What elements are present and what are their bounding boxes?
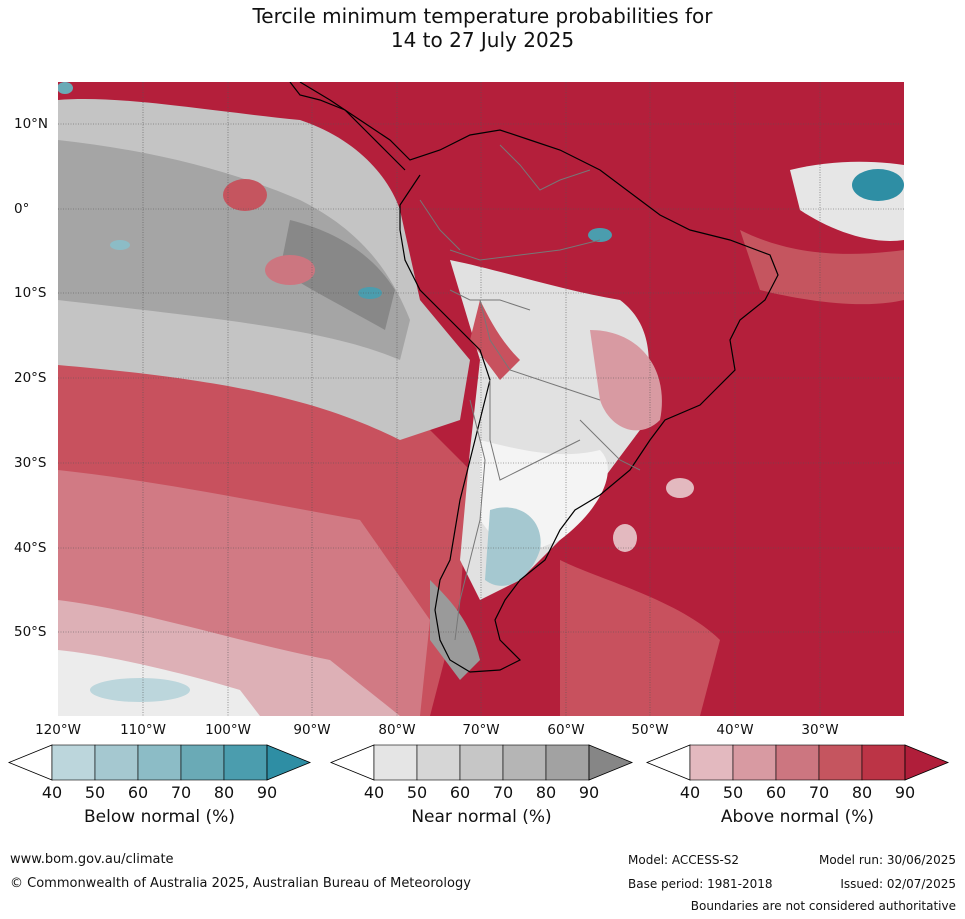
- above-colorbar-tick: 60: [765, 783, 787, 802]
- above-colorbar-segment: [818, 744, 863, 781]
- near-colorbar-segment: [459, 744, 504, 781]
- below-colorbar-segment: [137, 744, 182, 781]
- near-colorbar-tick: 60: [449, 783, 471, 802]
- equatorial-pacific-near-normal-strong: [58, 140, 410, 360]
- above-colorbar-min-arrow: [645, 744, 691, 781]
- atlantic-light-blob: [666, 478, 694, 498]
- base-period: Base period: 1981-2018: [628, 877, 773, 891]
- pacific-warm-blob-1: [223, 179, 267, 211]
- copyright-text: © Commonwealth of Australia 2025, Austra…: [10, 876, 471, 891]
- amazon-mouth-cool-blob: [588, 228, 612, 242]
- boundaries-disclaimer: Boundaries are not considered authoritat…: [690, 899, 956, 913]
- pacific-cool-blob-3: [58, 82, 73, 94]
- patagonia-below-normal: [485, 507, 541, 586]
- longitude-label: 120°W: [35, 722, 81, 738]
- below-colorbar-tick: 90: [256, 783, 278, 802]
- longitude-label: 30°W: [801, 722, 839, 738]
- longitude-label: 40°W: [716, 722, 754, 738]
- below-colorbar: [7, 744, 312, 781]
- pacific-cool-blob-1: [110, 240, 130, 250]
- atlantic-light-blob-2: [613, 524, 637, 552]
- model-run-date: Model run: 30/06/2025: [818, 853, 956, 867]
- above-colorbar-segment: [732, 744, 777, 781]
- equatorial-atlantic-warm: [740, 230, 904, 305]
- pacific-warm-blob-2: [265, 255, 315, 285]
- latitude-label: 10°N: [14, 116, 49, 132]
- below-colorbar-tick: 70: [170, 783, 192, 802]
- above-colorbar-tick: 90: [894, 783, 916, 802]
- below-colorbar-title: Below normal (%): [84, 807, 235, 827]
- title-line-2: 14 to 27 July 2025: [390, 28, 575, 52]
- below-colorbar-tick: 60: [127, 783, 149, 802]
- latitude-label: 50°S: [14, 624, 47, 640]
- longitude-label: 90°W: [293, 722, 331, 738]
- south-america-coastline: [299, 82, 779, 673]
- below-colorbar-min-arrow: [7, 744, 53, 781]
- atlantic-below-normal-patch: [852, 169, 904, 201]
- latitude-label: 10°S: [14, 285, 47, 301]
- south-atlantic-warm-region: [560, 560, 720, 716]
- longitude-label: 100°W: [205, 722, 251, 738]
- near-colorbar-tick: 90: [578, 783, 600, 802]
- near-colorbar-tick: 80: [535, 783, 557, 802]
- title-line-1: Tercile minimum temperature probabilitie…: [252, 4, 713, 28]
- southern-below-normal-patch: [90, 678, 190, 702]
- above-colorbar: [645, 744, 950, 781]
- near-colorbar-segment: [373, 744, 418, 781]
- central-america-coastline: [289, 82, 406, 171]
- longitude-label: 70°W: [462, 722, 500, 738]
- above-colorbar-segment: [861, 744, 906, 781]
- latitude-label: 20°S: [14, 370, 47, 386]
- below-colorbar-segment: [180, 744, 225, 781]
- above-colorbar-tick: 70: [808, 783, 830, 802]
- pacific-cool-blob-2: [358, 287, 382, 299]
- near-colorbar-min-arrow: [329, 744, 375, 781]
- longitude-label: 110°W: [120, 722, 166, 738]
- country-boundaries: [419, 144, 641, 641]
- above-colorbar-tick: 50: [722, 783, 744, 802]
- brazil-moderate-warm: [590, 330, 662, 431]
- longitude-label: 50°W: [631, 722, 669, 738]
- above-colorbar-segment: [775, 744, 820, 781]
- below-colorbar-tick: 50: [84, 783, 106, 802]
- below-colorbar-segment: [94, 744, 139, 781]
- graticule: [58, 82, 904, 716]
- near-colorbar-max-arrow: [588, 744, 634, 781]
- above-colorbar-tick: 80: [851, 783, 873, 802]
- below-colorbar-tick: 40: [41, 783, 63, 802]
- map-title: Tercile minimum temperature probabilitie…: [0, 4, 965, 52]
- near-colorbar-tick: 50: [406, 783, 428, 802]
- bolivia-warm-strip: [470, 300, 520, 380]
- below-colorbar-tick: 80: [213, 783, 235, 802]
- near-colorbar-tick: 40: [363, 783, 385, 802]
- above-colorbar-title: Above normal (%): [720, 807, 875, 827]
- website-link[interactable]: www.bom.gov.au/climate: [10, 852, 174, 867]
- longitude-label: 60°W: [547, 722, 585, 738]
- above-colorbar-segment: [689, 744, 734, 781]
- near-colorbar-segment: [502, 744, 547, 781]
- issued-date: Issued: 02/07/2025: [840, 877, 956, 891]
- southern-chile-near-normal: [430, 580, 480, 680]
- below-colorbar-segment: [223, 744, 268, 781]
- near-colorbar: [329, 744, 634, 781]
- model-name: Model: ACCESS-S2: [628, 853, 740, 867]
- latitude-label: 30°S: [14, 455, 47, 471]
- above-colorbar-max-arrow: [904, 744, 950, 781]
- near-colorbar-segment: [545, 744, 590, 781]
- above-colorbar-tick: 40: [679, 783, 701, 802]
- below-colorbar-segment: [51, 744, 96, 781]
- colorbars: [7, 744, 950, 781]
- longitude-label: 80°W: [378, 722, 416, 738]
- peru-coast-grey-core: [280, 220, 395, 330]
- near-colorbar-segment: [416, 744, 461, 781]
- near-colorbar-title: Near normal (%): [411, 807, 552, 827]
- below-colorbar-max-arrow: [266, 744, 312, 781]
- near-colorbar-tick: 70: [492, 783, 514, 802]
- latitude-label: 40°S: [14, 540, 47, 556]
- latitude-label: 0°: [14, 201, 30, 217]
